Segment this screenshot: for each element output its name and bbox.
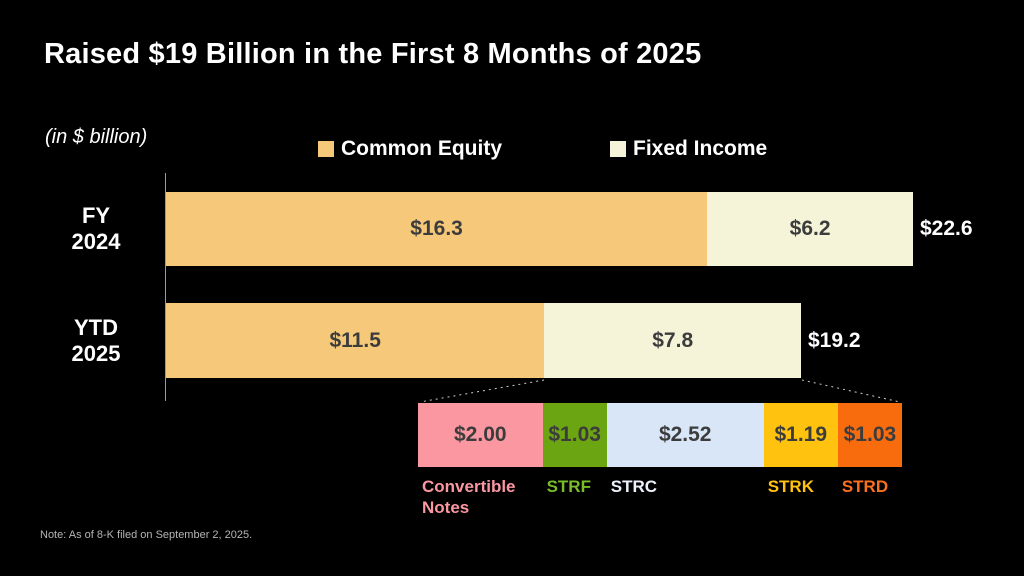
breakdown-bar: $2.00 $1.03 $2.52 $1.19 $1.03 [418,403,902,467]
breakdown-labels: Convertible Notes STRF STRC STRK STRD [418,476,918,519]
legend-swatch-common-equity [318,141,334,157]
footnote: Note: As of 8-K filed on September 2, 20… [40,529,253,541]
bar-total-label: $19.2 [808,328,861,352]
unit-label: (in $ billion) [45,126,148,148]
bar-row: $16.3 $6.2 [166,192,913,266]
bar-segment-common-equity: $16.3 [166,192,708,266]
breakdown-segment-strc: $2.52 [606,403,764,467]
legend-swatch-fixed-income [610,141,626,157]
connector-line-left [419,379,545,403]
breakdown-segment-strf: $1.03 [542,403,607,467]
legend-item-fixed-income: Fixed Income [610,137,767,161]
bar-segment-fixed-income: $7.8 [544,303,801,378]
breakdown-label-strd: STRD [841,477,889,496]
bar-segment-fixed-income: $6.2 [707,192,913,266]
row-label: YTD 2025 [71,315,121,366]
bar-total-label: $22.6 [920,217,973,240]
breakdown-label-strk: STRK [767,477,814,496]
connector-line-right [801,379,901,403]
breakdown-label-convertible-notes: Convertible Notes [422,477,516,518]
legend-label-fixed-income: Fixed Income [633,137,768,160]
bar-segment-common-equity: $11.5 [166,303,545,378]
legend-item-common-equity: Common Equity [318,137,502,161]
legend-label-common-equity: Common Equity [341,137,502,160]
breakdown-label-strc: STRC [610,477,658,496]
breakdown-label-strf: STRF [546,477,591,496]
breakdown-segment-strd: $1.03 [837,403,902,467]
axis-line [165,173,166,401]
breakdown-segment-convertible-notes: $2.00 [418,403,543,467]
page-title: Raised $19 Billion in the First 8 Months… [44,38,702,70]
row-label: FY 2024 [71,203,121,254]
breakdown-segment-strk: $1.19 [763,403,838,467]
bar-row: $11.5 $7.8 [166,303,801,378]
